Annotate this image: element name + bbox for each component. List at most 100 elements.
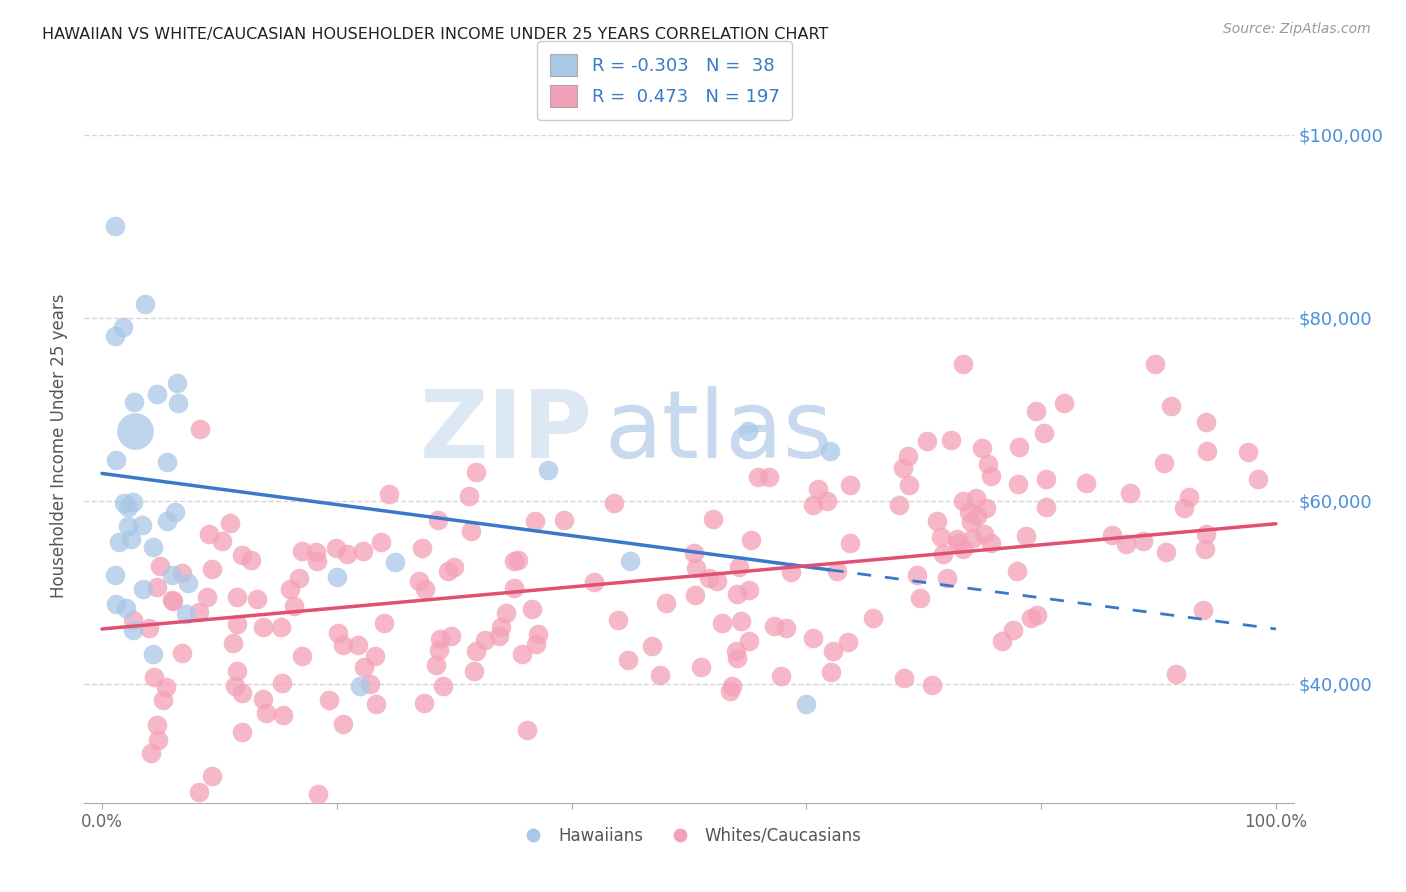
- Point: [1195, 527, 1218, 541]
- Point: [488, 629, 510, 643]
- Point: [801, 631, 824, 645]
- Point: [1025, 404, 1047, 418]
- Point: [770, 669, 793, 683]
- Point: [970, 441, 993, 455]
- Point: [149, 559, 172, 574]
- Point: [617, 653, 640, 667]
- Point: [246, 591, 269, 606]
- Point: [165, 505, 187, 519]
- Point: [353, 659, 375, 673]
- Text: Source: ZipAtlas.com: Source: ZipAtlas.com: [1223, 22, 1371, 37]
- Point: [737, 424, 759, 438]
- Point: [146, 732, 169, 747]
- Point: [122, 614, 145, 628]
- Point: [305, 545, 328, 559]
- Point: [897, 478, 920, 492]
- Point: [711, 615, 734, 630]
- Point: [1115, 537, 1137, 551]
- Point: [553, 513, 575, 527]
- Point: [114, 601, 136, 615]
- Point: [219, 516, 242, 530]
- Point: [138, 621, 160, 635]
- Point: [188, 605, 211, 619]
- Point: [152, 693, 174, 707]
- Point: [946, 536, 969, 550]
- Point: [187, 785, 209, 799]
- Point: [122, 395, 145, 409]
- Point: [197, 527, 219, 541]
- Point: [537, 463, 560, 477]
- Point: [134, 297, 156, 311]
- Point: [1119, 485, 1142, 500]
- Point: [172, 646, 194, 660]
- Point: [122, 495, 145, 509]
- Point: [763, 618, 786, 632]
- Point: [952, 357, 974, 371]
- Point: [318, 692, 340, 706]
- Point: [332, 717, 354, 731]
- Point: [231, 724, 253, 739]
- Point: [122, 624, 145, 638]
- Point: [689, 660, 711, 674]
- Point: [364, 648, 387, 663]
- Point: [112, 496, 135, 510]
- Point: [1247, 472, 1270, 486]
- Point: [727, 560, 749, 574]
- Point: [619, 554, 641, 568]
- Point: [980, 535, 1002, 549]
- Point: [349, 679, 371, 693]
- Point: [524, 637, 547, 651]
- Point: [966, 508, 988, 523]
- Point: [201, 769, 224, 783]
- Point: [827, 564, 849, 578]
- Point: [1178, 490, 1201, 504]
- Point: [326, 626, 349, 640]
- Point: [946, 533, 969, 547]
- Point: [921, 678, 943, 692]
- Point: [239, 553, 262, 567]
- Legend: Hawaiians, Whites/Caucasians: Hawaiians, Whites/Caucasians: [509, 821, 869, 852]
- Point: [962, 531, 984, 545]
- Point: [440, 629, 463, 643]
- Point: [641, 640, 664, 654]
- Point: [162, 593, 184, 607]
- Point: [730, 614, 752, 628]
- Point: [583, 575, 606, 590]
- Point: [706, 574, 728, 589]
- Point: [1101, 528, 1123, 542]
- Point: [177, 576, 200, 591]
- Point: [156, 455, 179, 469]
- Point: [464, 465, 486, 479]
- Point: [820, 665, 842, 679]
- Point: [474, 633, 496, 648]
- Point: [818, 443, 841, 458]
- Point: [413, 696, 436, 710]
- Point: [195, 590, 218, 604]
- Point: [278, 582, 301, 596]
- Point: [254, 706, 277, 720]
- Point: [413, 582, 436, 596]
- Point: [429, 632, 451, 646]
- Point: [925, 514, 948, 528]
- Point: [1035, 472, 1057, 486]
- Point: [516, 723, 538, 737]
- Point: [347, 638, 370, 652]
- Point: [974, 500, 997, 515]
- Point: [142, 540, 165, 554]
- Point: [460, 524, 482, 538]
- Point: [1132, 533, 1154, 548]
- Point: [271, 708, 294, 723]
- Point: [211, 533, 233, 548]
- Point: [1236, 445, 1258, 459]
- Point: [936, 571, 959, 585]
- Point: [740, 533, 762, 547]
- Point: [283, 599, 305, 613]
- Point: [305, 554, 328, 568]
- Point: [908, 591, 931, 605]
- Point: [738, 582, 761, 597]
- Point: [325, 541, 347, 556]
- Point: [463, 664, 485, 678]
- Point: [721, 679, 744, 693]
- Point: [1192, 603, 1215, 617]
- Point: [120, 533, 142, 547]
